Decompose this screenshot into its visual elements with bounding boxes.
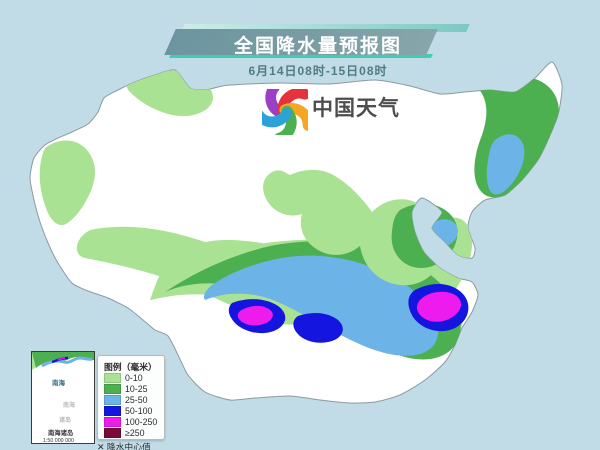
- svg-text:南海: 南海: [63, 401, 75, 409]
- svg-text:1:50 000 000: 1:50 000 000: [43, 438, 74, 443]
- svg-text:南海诸岛: 南海诸岛: [48, 428, 73, 437]
- svg-text:南海: 南海: [52, 378, 66, 387]
- svg-text:诸岛: 诸岛: [59, 416, 71, 424]
